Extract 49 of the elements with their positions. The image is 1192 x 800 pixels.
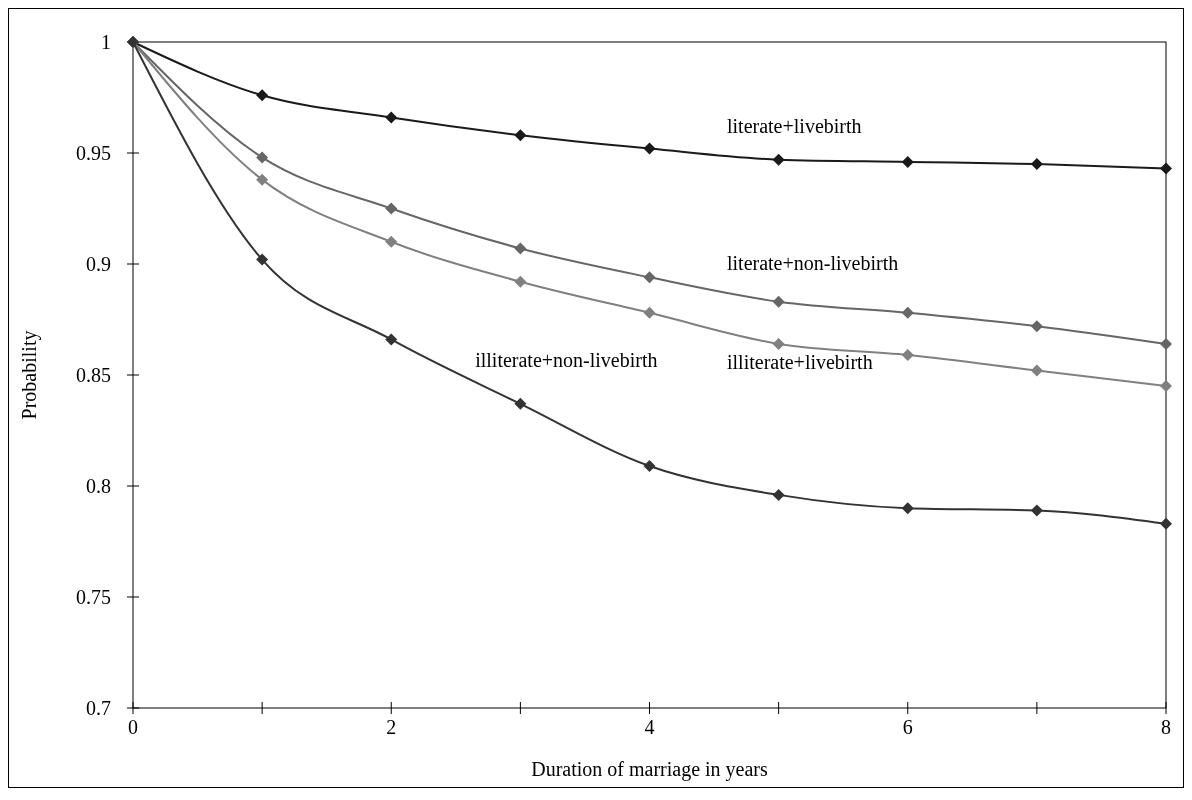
x-tick-label: 0 [128, 716, 138, 738]
point [1160, 517, 1172, 530]
point [772, 488, 785, 501]
point [1030, 504, 1043, 517]
series-label: illiterate+livebirth [726, 351, 873, 374]
series-label: illiterate+non-livebirth [475, 349, 658, 372]
x-axis-title: Duration of marriage in years [531, 758, 768, 781]
point [514, 275, 527, 288]
point [514, 129, 527, 142]
y-tick-label: 0.9 [86, 253, 111, 275]
point [643, 271, 656, 284]
point [772, 153, 785, 166]
point [256, 253, 269, 266]
point [772, 337, 785, 350]
point [901, 349, 914, 362]
point [643, 306, 656, 319]
point [643, 142, 656, 155]
point [1030, 364, 1043, 377]
point [1160, 162, 1172, 175]
point [514, 242, 527, 255]
x-tick-label: 6 [902, 716, 913, 738]
series-label: literate+non-livebirth [726, 251, 899, 274]
y-tick-label: 0.85 [76, 364, 111, 386]
y-tick-label: 0.8 [86, 475, 111, 497]
point [901, 306, 914, 319]
y-axis-title: Probability [18, 330, 41, 420]
y-tick-label: 0.95 [76, 142, 111, 164]
point [256, 173, 269, 186]
y-tick-label: 0.75 [76, 586, 111, 608]
point [1030, 158, 1043, 171]
x-tick-label: 2 [386, 716, 397, 738]
point [901, 502, 914, 515]
point [1030, 320, 1043, 333]
point [772, 295, 785, 308]
y-tick-label: 0.7 [86, 697, 111, 719]
point [514, 397, 527, 410]
point [385, 202, 398, 215]
point [385, 235, 398, 248]
point [256, 151, 269, 164]
series-label: literate+livebirth [726, 115, 862, 138]
x-tick-label: 8 [1161, 716, 1171, 738]
point [385, 333, 398, 346]
point [256, 89, 269, 102]
point [385, 111, 398, 124]
point [1160, 337, 1172, 350]
point [643, 460, 656, 473]
y-tick-label: 1 [101, 31, 111, 53]
x-tick-label: 4 [644, 716, 655, 738]
point [901, 155, 914, 168]
